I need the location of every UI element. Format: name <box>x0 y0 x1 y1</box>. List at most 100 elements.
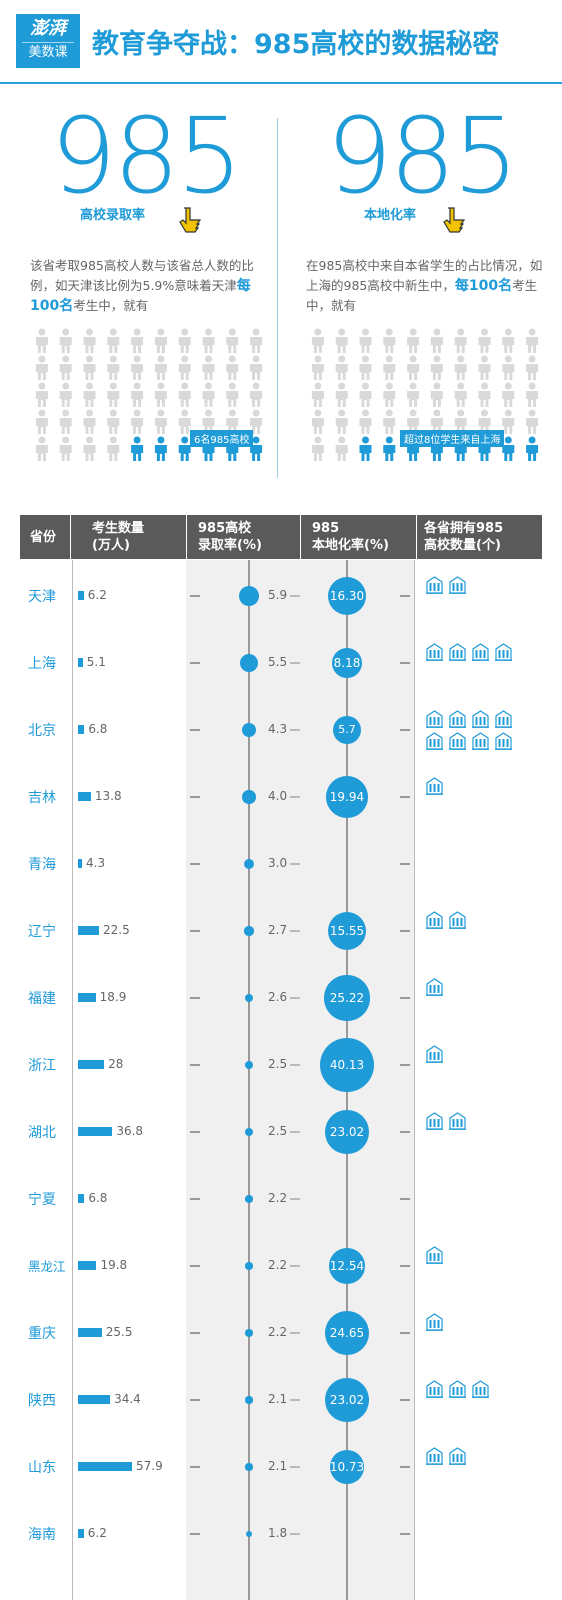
axis-tick <box>400 729 410 731</box>
admission-rate-value: 2.6 <box>268 990 288 1004</box>
person-icon <box>178 409 191 434</box>
axis-tick <box>190 595 200 597</box>
person-icon <box>154 409 167 434</box>
person-icon <box>154 436 167 461</box>
axis-tick <box>190 863 200 865</box>
localization-rate-circle: 8.18 <box>331 647 363 679</box>
col-examinees-header: 考生数量 (万人) <box>92 521 145 553</box>
university-building-icon <box>426 1380 443 1398</box>
axis-tick <box>400 796 410 798</box>
examinees-bar <box>78 1194 85 1203</box>
axis-tick <box>190 930 200 932</box>
person-icon <box>454 355 467 380</box>
university-building-icon <box>426 710 443 728</box>
axis-tick <box>400 1466 410 1468</box>
person-icon <box>59 328 72 353</box>
province-name: 天津 <box>28 589 56 605</box>
person-icon <box>131 409 144 434</box>
callout-label: 6名985高校 <box>190 430 254 447</box>
person-icon <box>250 436 263 461</box>
person-icon <box>526 409 539 434</box>
person-icon <box>59 436 72 461</box>
person-icon <box>430 355 443 380</box>
examinees-bar <box>78 1060 105 1069</box>
university-building-icon <box>426 911 443 929</box>
admission-rate-dot <box>244 993 254 1003</box>
localization-rate-circle: 16.30 <box>327 576 367 616</box>
person-icon <box>335 409 348 434</box>
axis-tick <box>290 1064 300 1066</box>
examinees-bar <box>78 1261 97 1270</box>
person-icon <box>83 409 96 434</box>
examinees-bar <box>78 1127 113 1136</box>
axis-tick <box>190 1131 200 1133</box>
table-header: 省份 考生数量 (万人) 985高校 录取率(%) 985 本地化率(%) 各省… <box>20 515 542 559</box>
person-icon <box>35 409 48 434</box>
axis-tick <box>290 1131 300 1133</box>
person-icon <box>526 436 539 461</box>
axis-tick <box>400 1131 410 1133</box>
panel-label: 本地化率 <box>364 208 417 223</box>
person-icon <box>178 382 191 407</box>
axis-tick <box>190 1198 200 1200</box>
examinees-value: 19.8 <box>100 1258 128 1272</box>
axis-tick <box>400 1064 410 1066</box>
admission-rate-value: 2.5 <box>268 1124 288 1138</box>
person-icon <box>178 436 191 461</box>
university-building-icon <box>426 777 443 795</box>
admission-rate-value: 5.9 <box>268 588 288 602</box>
person-icon <box>178 355 191 380</box>
person-icon <box>35 328 48 353</box>
province-name: 浙江 <box>28 1058 56 1074</box>
admission-rate-dot <box>239 653 259 673</box>
axis-tick <box>290 595 300 597</box>
university-building-icon <box>426 732 443 750</box>
province-name: 黑龙江 <box>28 1259 66 1274</box>
province-name: 海南 <box>28 1527 56 1543</box>
examinees-bar <box>78 1529 84 1538</box>
admission-rate-dot <box>245 1463 253 1471</box>
admission-rate-value: 4.0 <box>268 789 288 803</box>
admission-rate-dot <box>244 926 254 936</box>
axis-tick <box>400 662 410 664</box>
examinees-bar <box>78 926 99 935</box>
person-icon <box>526 328 539 353</box>
person-icon <box>250 382 263 407</box>
person-icon <box>526 382 539 407</box>
col-province-header: 省份 <box>30 529 57 545</box>
axis-tick <box>290 997 300 999</box>
admission-rate-dot <box>241 722 257 738</box>
university-building-icon <box>426 978 443 996</box>
university-building-icon <box>449 1447 466 1465</box>
localization-rate-circle: 12.54 <box>329 1248 365 1284</box>
localization-rate-circle: 24.65 <box>324 1310 370 1356</box>
person-icon <box>202 328 215 353</box>
axis-tick <box>290 1332 300 1334</box>
col-admission-header: 985高校 录取率(%) <box>198 521 262 553</box>
person-icon <box>478 355 491 380</box>
province-name: 山东 <box>28 1460 56 1476</box>
person-icon <box>359 436 372 461</box>
person-icon <box>335 328 348 353</box>
examinees-value: 4.3 <box>86 856 106 870</box>
examinees-value: 28 <box>108 1057 124 1071</box>
person-icon <box>383 328 396 353</box>
admission-rate-value: 4.3 <box>268 722 288 736</box>
person-icon <box>359 355 372 380</box>
person-icon <box>383 382 396 407</box>
examinees-bar <box>78 725 85 734</box>
person-icon <box>107 328 120 353</box>
person-icon <box>383 409 396 434</box>
examinees-value: 18.9 <box>99 990 127 1004</box>
university-building-icon <box>472 643 489 661</box>
person-icon <box>407 328 420 353</box>
axis-tick <box>400 1265 410 1267</box>
university-building-icon <box>449 710 466 728</box>
panel-description: 在985高校中来自本省学生的占比情况，如上海的985高校中新生中，每100名考生… <box>306 258 543 313</box>
pointing-hand-icon <box>179 207 202 233</box>
person-icon <box>83 382 96 407</box>
axis-tick <box>190 1265 200 1267</box>
admission-rate-value: 2.2 <box>268 1191 288 1205</box>
province-name: 吉林 <box>28 790 56 806</box>
page-header: 澎湃 美数课 教育争夺战：985高校的数据秘密 <box>0 0 562 84</box>
